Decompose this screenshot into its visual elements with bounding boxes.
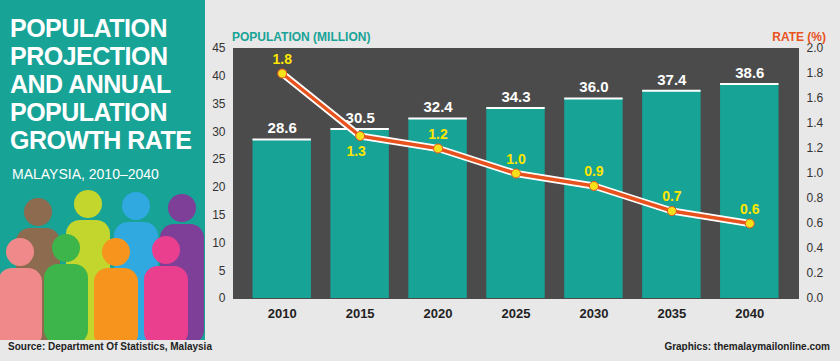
svg-text:2040: 2040 bbox=[735, 306, 764, 321]
svg-text:0.6: 0.6 bbox=[807, 216, 824, 230]
svg-text:1.2: 1.2 bbox=[428, 126, 448, 142]
svg-text:32.4: 32.4 bbox=[423, 98, 453, 115]
svg-text:20: 20 bbox=[212, 180, 226, 194]
svg-text:1.2: 1.2 bbox=[807, 141, 824, 155]
svg-text:2015: 2015 bbox=[346, 306, 375, 321]
svg-text:1.3: 1.3 bbox=[346, 143, 366, 159]
svg-text:0.4: 0.4 bbox=[807, 241, 824, 255]
svg-text:38.6: 38.6 bbox=[735, 64, 764, 81]
svg-text:1.0: 1.0 bbox=[506, 151, 526, 167]
svg-text:0.6: 0.6 bbox=[740, 201, 760, 217]
svg-text:5: 5 bbox=[219, 264, 226, 278]
svg-text:2030: 2030 bbox=[579, 306, 608, 321]
svg-text:2010: 2010 bbox=[268, 306, 297, 321]
svg-text:40: 40 bbox=[212, 69, 226, 83]
svg-text:1.0: 1.0 bbox=[807, 166, 824, 180]
svg-text:25: 25 bbox=[212, 152, 226, 166]
svg-text:34.3: 34.3 bbox=[501, 88, 530, 105]
svg-text:1.4: 1.4 bbox=[807, 116, 824, 130]
svg-text:1.8: 1.8 bbox=[272, 51, 292, 67]
html-text:POPULATION (MILLION): POPULATION (MILLION) bbox=[232, 30, 371, 44]
html-text:RATE (%): RATE (%) bbox=[772, 30, 826, 44]
svg-text:0.7: 0.7 bbox=[662, 188, 682, 204]
html-text:MALAYSIA, 2010–2040: MALAYSIA, 2010–2040 bbox=[12, 166, 159, 182]
svg-text:35: 35 bbox=[212, 97, 226, 111]
svg-text:36.0: 36.0 bbox=[579, 78, 608, 95]
svg-text:2.0: 2.0 bbox=[806, 41, 824, 56]
svg-text:37.4: 37.4 bbox=[657, 71, 687, 88]
html-text:Source: Department Of Statisti: Source: Department Of Statistics, Malays… bbox=[8, 341, 212, 352]
svg-text:30: 30 bbox=[212, 125, 226, 139]
svg-text:0.2: 0.2 bbox=[807, 266, 824, 280]
svg-text:0.8: 0.8 bbox=[807, 191, 824, 205]
svg-text:0: 0 bbox=[219, 291, 226, 305]
svg-text:1.8: 1.8 bbox=[807, 66, 824, 80]
svg-text:30.5: 30.5 bbox=[346, 109, 375, 126]
svg-text:28.6: 28.6 bbox=[268, 119, 297, 136]
svg-text:2025: 2025 bbox=[502, 306, 531, 321]
html-text:Graphics: themalaymailonline.c: Graphics: themalaymailonline.com bbox=[664, 341, 830, 352]
svg-text:10: 10 bbox=[212, 236, 226, 250]
html-text:POPULATION PROJECTION AND ANNU: POPULATION PROJECTION AND ANNUAL POPULAT… bbox=[10, 14, 192, 154]
svg-text:0.0: 0.0 bbox=[807, 291, 824, 305]
svg-text:15: 15 bbox=[212, 208, 226, 222]
svg-text:2035: 2035 bbox=[657, 306, 686, 321]
svg-text:1.6: 1.6 bbox=[807, 91, 824, 105]
svg-text:0.9: 0.9 bbox=[584, 163, 604, 179]
svg-text:45: 45 bbox=[212, 41, 226, 55]
svg-text:2020: 2020 bbox=[424, 306, 453, 321]
